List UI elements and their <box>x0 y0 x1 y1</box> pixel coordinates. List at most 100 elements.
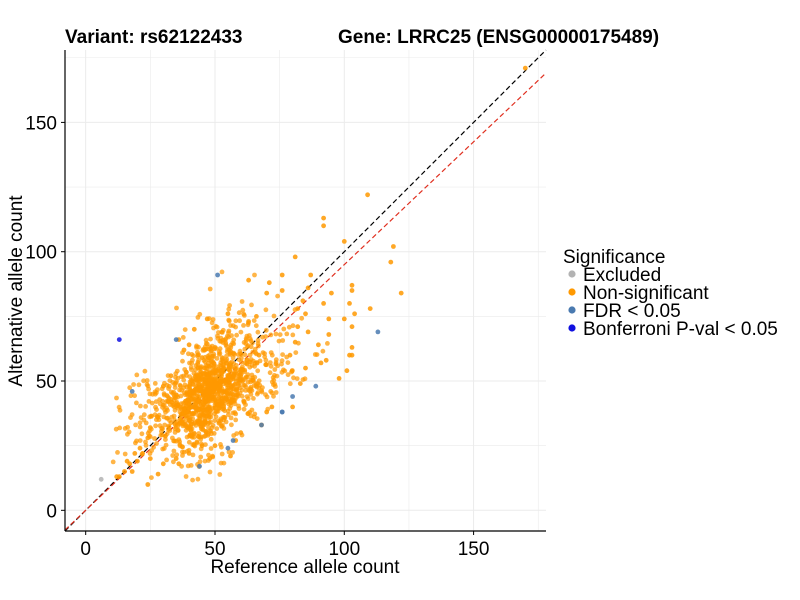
data-point-cloud <box>184 373 189 378</box>
data-point-non-significant <box>300 298 306 304</box>
data-point-cloud <box>312 352 318 357</box>
data-point-cloud <box>134 400 139 406</box>
data-point-non-significant <box>191 326 197 332</box>
data-point-cloud <box>217 351 223 356</box>
data-point-cloud <box>208 412 213 417</box>
data-point-non-significant <box>246 319 252 324</box>
data-point-cloud <box>162 422 168 428</box>
data-point-non-significant <box>295 306 301 311</box>
data-point-cloud <box>244 357 250 362</box>
data-point-cloud <box>192 443 198 449</box>
data-point-cloud <box>221 403 226 409</box>
data-point-non-significant <box>336 376 342 381</box>
x-tick-label: 50 <box>204 539 225 560</box>
data-point-cloud <box>287 381 293 387</box>
data-point-cloud <box>224 390 230 396</box>
legend-swatch <box>568 288 576 296</box>
data-point-cloud <box>236 310 242 316</box>
data-point-cloud <box>180 358 185 364</box>
data-point-cloud <box>230 450 236 455</box>
data-point-cloud <box>149 400 155 406</box>
data-point-cloud <box>138 415 144 420</box>
data-point-cloud <box>217 472 223 477</box>
data-point-cloud <box>182 367 188 372</box>
data-point-cloud <box>239 299 245 304</box>
data-point-cloud <box>239 355 244 361</box>
data-point-cloud <box>170 380 176 385</box>
data-point-non-significant <box>160 461 166 467</box>
data-point-cloud <box>260 385 265 390</box>
data-point-non-significant <box>114 474 120 480</box>
data-point-non-significant <box>367 306 373 311</box>
data-point-cloud <box>164 431 170 437</box>
data-point-cloud <box>233 318 239 324</box>
data-point-cloud <box>255 337 261 343</box>
data-point-cloud <box>242 313 247 318</box>
data-point-cloud <box>245 379 251 385</box>
data-point-cloud <box>177 443 183 449</box>
data-point-cloud <box>251 396 256 401</box>
data-point-fdr-0-05 <box>259 422 264 428</box>
data-point-non-significant <box>308 272 314 278</box>
data-point-cloud <box>279 361 284 367</box>
data-point-cloud <box>212 405 218 411</box>
data-point-cloud <box>174 305 179 311</box>
data-point-cloud <box>268 363 274 369</box>
x-tick-label: 100 <box>328 539 360 560</box>
data-point-cloud <box>280 338 286 343</box>
data-point-cloud <box>228 415 234 421</box>
data-point-cloud <box>177 420 183 426</box>
data-point-non-significant <box>246 277 252 283</box>
data-point-cloud <box>203 396 209 401</box>
data-point-cloud <box>165 394 171 400</box>
data-point-cloud <box>203 363 209 368</box>
data-point-cloud <box>150 391 156 397</box>
data-point-cloud <box>181 377 187 383</box>
data-point-cloud <box>125 424 130 430</box>
data-point-cloud <box>160 446 166 452</box>
data-point-cloud <box>195 476 201 482</box>
data-point-non-significant <box>323 357 329 363</box>
data-point-cloud <box>137 420 143 426</box>
data-point-cloud <box>167 418 173 423</box>
data-point-cloud <box>149 448 155 453</box>
data-point-cloud <box>153 399 159 404</box>
data-point-cloud <box>226 412 231 418</box>
data-point-cloud <box>290 323 296 329</box>
legend-swatch <box>568 324 576 332</box>
data-point-cloud <box>191 431 197 437</box>
data-point-cloud <box>268 350 274 355</box>
legend-label: Bonferroni P-val < 0.05 <box>583 319 778 340</box>
data-point-cloud <box>242 369 248 375</box>
data-point-cloud <box>207 469 213 475</box>
data-point-non-significant <box>279 288 285 293</box>
data-point-cloud <box>233 411 239 417</box>
data-point-cloud <box>171 397 177 403</box>
reference-line-1 <box>64 49 547 532</box>
data-points <box>98 65 528 487</box>
data-point-cloud <box>194 439 200 445</box>
data-point-cloud <box>244 333 250 339</box>
data-point-excluded <box>98 476 104 482</box>
data-point-non-significant <box>341 239 347 244</box>
data-point-cloud <box>231 433 237 438</box>
data-point-cloud <box>239 387 245 393</box>
data-point-cloud <box>208 383 214 388</box>
data-point-non-significant <box>297 381 303 386</box>
data-point-cloud <box>177 387 183 393</box>
data-point-cloud <box>232 382 237 388</box>
data-point-cloud <box>249 363 255 368</box>
data-point-non-significant <box>140 451 146 456</box>
data-point-cloud <box>114 395 119 401</box>
data-point-cloud <box>223 358 229 364</box>
data-point-cloud <box>225 376 230 382</box>
y-tick-label: 0 <box>46 501 57 522</box>
data-point-cloud <box>215 382 221 388</box>
data-point-cloud <box>256 385 262 391</box>
data-point-cloud <box>248 338 254 344</box>
data-point-non-significant <box>388 259 394 265</box>
data-point-cloud <box>255 368 261 374</box>
data-point-cloud <box>174 452 180 458</box>
data-point-fdr-0-05 <box>225 445 231 451</box>
